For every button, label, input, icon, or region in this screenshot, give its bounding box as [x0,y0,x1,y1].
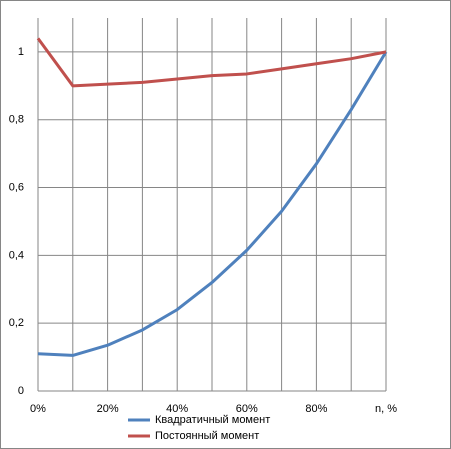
x-tick-label: 0% [30,403,46,415]
x-tick-label: 20% [97,403,119,415]
x-tick-label: n, % [375,403,397,415]
y-tick-label: 0,6 [9,181,24,193]
x-tick-label: 80% [305,403,327,415]
legend-label: Постоянный момент [155,430,259,442]
x-tick-label: 60% [236,403,258,415]
y-tick-label: 0,2 [9,317,24,329]
y-tick-label: 1 [18,46,24,58]
y-tick-label: 0,8 [9,114,24,126]
y-tick-label: 0 [18,385,24,397]
series-line [37,51,388,357]
x-tick-label: 40% [166,403,188,415]
series-line [36,37,387,88]
y-tick-label: 0,4 [9,249,24,261]
legend-label: Квадратичный момент [155,414,270,426]
